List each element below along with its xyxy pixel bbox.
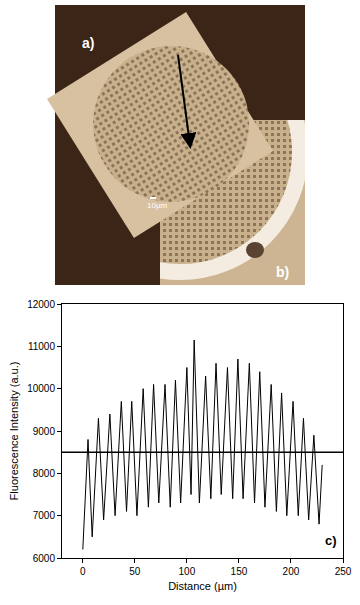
- svg-text:6000: 6000: [33, 553, 56, 564]
- svg-text:Fluorescence Intensity (a.u.): Fluorescence Intensity (a.u.): [8, 362, 20, 501]
- svg-text:Distance (µm): Distance (µm): [168, 580, 237, 592]
- svg-text:50: 50: [129, 566, 141, 577]
- svg-text:b): b): [276, 264, 289, 280]
- svg-text:100: 100: [179, 566, 196, 577]
- svg-text:10µm: 10µm: [147, 201, 168, 210]
- svg-text:c): c): [325, 533, 337, 548]
- svg-text:0: 0: [80, 566, 86, 577]
- svg-text:150: 150: [231, 566, 248, 577]
- svg-text:200: 200: [283, 566, 300, 577]
- svg-text:9000: 9000: [33, 426, 56, 437]
- svg-text:11000: 11000: [28, 341, 56, 352]
- svg-text:7000: 7000: [33, 510, 56, 521]
- svg-text:10000: 10000: [27, 383, 55, 394]
- svg-text:a): a): [82, 35, 94, 51]
- svg-text:8000: 8000: [33, 468, 56, 479]
- svg-text:12000: 12000: [27, 299, 55, 310]
- svg-text:250: 250: [335, 566, 352, 577]
